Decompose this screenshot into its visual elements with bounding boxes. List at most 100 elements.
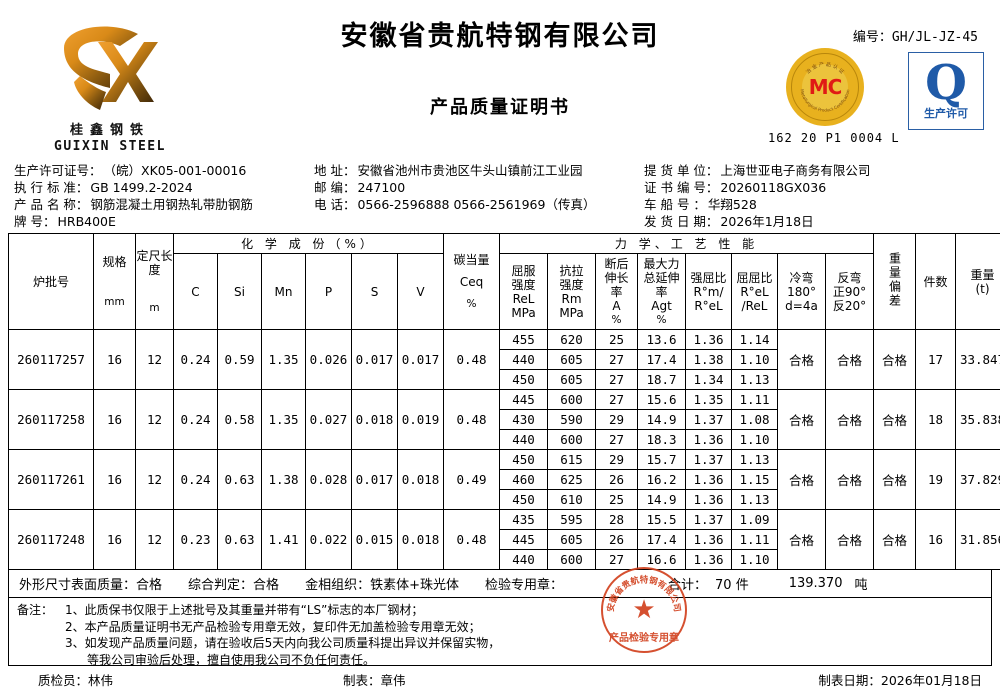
license-label: 生产许可证号：	[14, 163, 102, 178]
cell-agt: 15.5	[637, 509, 687, 530]
cell-cold-bend: 合格	[777, 449, 827, 510]
remark-item: 2、本产品质量证明书无产品检验专用章无效，复印件无加盖检验专用章无效；	[65, 619, 481, 634]
cell-v: 0.019	[396, 389, 445, 450]
cell-agt: 13.6	[637, 329, 687, 350]
cell-a: 26	[595, 529, 639, 550]
th-spec: 规格 mm	[93, 233, 136, 330]
th-agt-sym: Agt	[651, 298, 672, 313]
cell-s: 0.015	[351, 509, 398, 570]
grade-label: 牌 号：	[14, 214, 56, 229]
th-rev-bend: 反弯 正90° 反20°	[825, 253, 875, 330]
cell-si: 0.63	[217, 509, 262, 570]
total-label: 合计：	[668, 578, 708, 593]
th-agt-unit: %	[656, 313, 667, 326]
cell-a: 27	[595, 349, 639, 370]
prepare-date: 制表日期：2026年01月18日	[818, 670, 992, 689]
th-ceq-sym: Ceq	[459, 274, 484, 289]
signature-footer: 质检员： 林伟 制表： 章伟 制表日期：2026年01月18日	[8, 666, 992, 692]
cell-rev-bend: 合格	[825, 389, 875, 450]
info-line: 车 船 号 ：华翔528	[644, 196, 992, 213]
cell-ratio-rel: 1.10	[731, 349, 779, 370]
info-block: 生产许可证号： （皖）XK05-001-00016 执 行 标 准： GB 1499…	[8, 162, 992, 230]
remark-continuation: 等我公司审验后处理，擅自使用我公司不负任何责任。	[87, 652, 376, 667]
th-cold-bend: 冷弯 180° d=4a	[777, 253, 827, 330]
total-weight-unit: 吨	[854, 578, 868, 593]
cell-ratio-rm-rel: 1.37	[685, 449, 733, 470]
cell-ratio-rm-rel: 1.36	[685, 469, 733, 490]
standard-value: GB 1499.2-2024	[90, 180, 193, 195]
logo-text-en: GUIXIN STEEL	[54, 139, 166, 154]
info-line: 牌 号： HRB400E	[14, 213, 314, 230]
cell-a: 29	[595, 449, 639, 470]
th-group-chemical: 化 学 成 份（%）	[172, 233, 445, 254]
table-row: 440 600 27 16.6 1.36 1.10	[9, 549, 1000, 570]
cell-rel: 445	[499, 529, 549, 550]
cell-rel: 455	[499, 329, 549, 350]
th-si: Si	[217, 253, 262, 330]
guixin-logo-icon	[50, 18, 170, 118]
cell-rev-bend: 合格	[825, 449, 875, 510]
cell-length: 12	[135, 329, 174, 390]
th-heat-no-text: 炉批号	[32, 274, 69, 289]
cell-a: 29	[595, 409, 639, 430]
th-ceq: 碳当量 Ceq %	[443, 233, 501, 330]
cell-rm: 605	[547, 369, 597, 390]
certificate-no-value: 20260118GX036	[720, 180, 827, 195]
certificate-no-label: 证 书 编 号：	[644, 180, 719, 195]
cell-rm: 625	[547, 469, 597, 490]
table-row: 460 625 26 16.2 1.36 1.15	[9, 469, 1000, 490]
th-rm-unit: MPa	[559, 305, 584, 320]
cell-ratio-rel: 1.10	[731, 549, 779, 570]
cell-pieces: 16	[915, 509, 957, 570]
th-ratio-rel-l1: R°eL	[740, 284, 769, 299]
cell-agt: 15.7	[637, 449, 687, 470]
cell-rm: 605	[547, 529, 597, 550]
th-a: 断后伸长率 A %	[595, 253, 639, 330]
cell-weight-dev: 合格	[873, 329, 917, 390]
cell-heat-no: 260117248	[8, 509, 94, 570]
info-line: 地 址： 安徽省池州市贵池区牛头山镇前江工业园	[314, 162, 644, 179]
info-column-left: 生产许可证号： （皖）XK05-001-00016 执 行 标 准： GB 1499…	[14, 162, 314, 230]
mc-certification-icon: 冶 金 产 品 认 证 Metallurgical Product Certif…	[786, 48, 864, 126]
company-title: 安徽省贵航特钢有限公司	[340, 21, 660, 52]
th-ratio-rel-text: 屈屈比	[736, 270, 773, 285]
cell-rel: 450	[499, 489, 549, 510]
th-rel-text: 屈服强度	[511, 263, 536, 292]
cell-agt: 14.9	[637, 409, 687, 430]
cell-a: 27	[595, 389, 639, 410]
th-agt: 最大力总延伸率 Agt %	[637, 253, 687, 330]
surface-quality-label: 外形尺寸表面质量：	[19, 578, 137, 593]
cell-c: 0.24	[173, 389, 218, 450]
th-rev-bend-l1: 正90°	[832, 284, 867, 299]
cell-rel: 445	[499, 389, 549, 410]
cell-ratio-rm-rel: 1.35	[685, 389, 733, 410]
info-line: 生产许可证号： （皖）XK05-001-00016	[14, 162, 314, 179]
production-license-icon: Q 生产许可	[908, 52, 984, 130]
cell-s: 0.017	[351, 329, 398, 390]
cell-cold-bend: 合格	[777, 389, 827, 450]
th-weight-text: 重量	[970, 267, 995, 282]
th-ratio-rm-rel-l2: R°eL	[694, 298, 723, 313]
cell-rm: 610	[547, 489, 597, 510]
cell-si: 0.63	[217, 449, 262, 510]
table-row: 260117258 16 12 0.24 0.58 1.35 0.027 0.018 0.019…	[8, 389, 1000, 450]
postcode-value: 247100	[357, 180, 406, 195]
cell-length: 12	[135, 449, 174, 510]
cell-ratio-rm-rel: 1.36	[685, 549, 733, 570]
th-weight-unit: (t)	[975, 281, 990, 296]
inspection-stamp-label: 检验专用章：	[484, 578, 563, 593]
cell-rm: 605	[547, 349, 597, 370]
cell-rm: 595	[547, 509, 597, 530]
cell-agt: 18.7	[637, 369, 687, 390]
postcode-label: 邮 编：	[314, 180, 356, 195]
overall-judgement-label: 综合判定：	[188, 578, 254, 593]
th-p: P	[305, 253, 352, 330]
cell-ratio-rel: 1.14	[731, 329, 779, 350]
cell-ratio-rel: 1.15	[731, 469, 779, 490]
svg-text:冶 金 产 品 认 证: 冶 金 产 品 认 证	[805, 61, 846, 76]
th-s: S	[351, 253, 398, 330]
cell-ratio-rm-rel: 1.36	[685, 329, 733, 350]
remark-item: 1、此质保书仅限于上述批号及其重量并带有“LS”标志的本厂钢材；	[65, 603, 424, 617]
info-line: 邮 编： 247100	[314, 179, 644, 196]
